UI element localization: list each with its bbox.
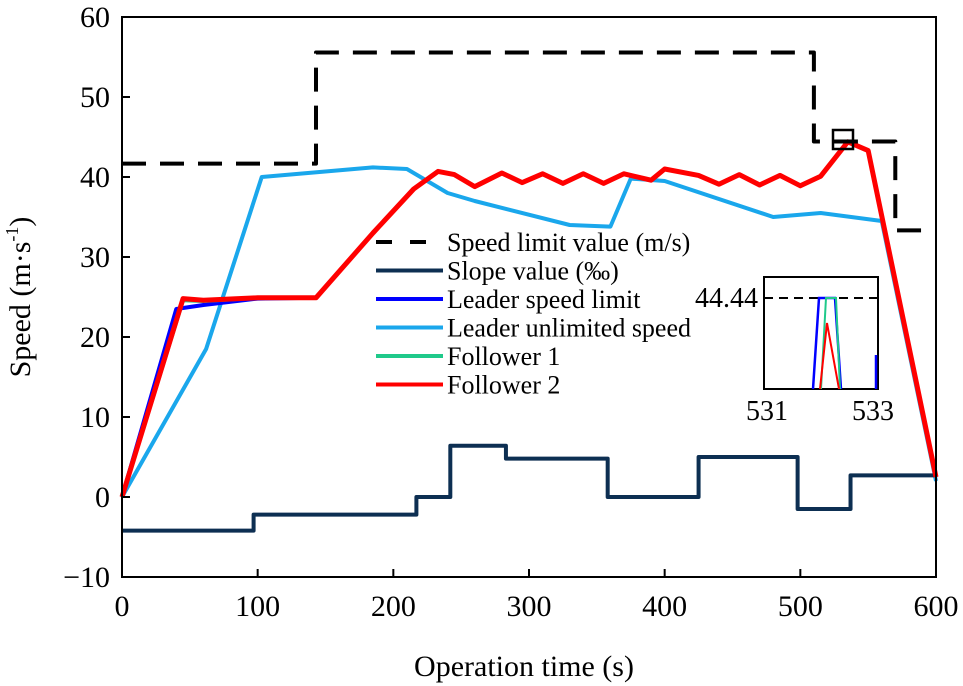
x-tick-label: 100 xyxy=(235,590,280,623)
x-tick-label: 500 xyxy=(778,590,823,623)
inset-xtick-label-1: 533 xyxy=(852,396,894,427)
legend-label: Leader speed limit xyxy=(447,285,641,314)
y-tick-label: 20 xyxy=(80,321,110,354)
legend-label: Follower 1 xyxy=(447,342,560,371)
y-axis-label: Speed (m·s-1) xyxy=(2,217,37,378)
y-tick-label: 10 xyxy=(80,401,110,434)
x-tick-label: 200 xyxy=(371,590,416,623)
zoom-marker xyxy=(831,128,855,151)
y-tick-label: 60 xyxy=(80,1,110,34)
inset-follower1-line xyxy=(820,297,841,390)
x-tick-label: 600 xyxy=(914,590,959,623)
inset-xtick-label-0: 531 xyxy=(746,396,788,427)
inset-follower2-line xyxy=(819,322,840,390)
x-tick-label: 400 xyxy=(642,590,687,623)
series-line-leader-unlimited-speed xyxy=(120,165,938,498)
y-tick-label: 0 xyxy=(95,481,110,514)
y-tick-label: 50 xyxy=(80,81,110,114)
legend-label: Slope value (‰) xyxy=(447,257,619,286)
y-tick-label: −10 xyxy=(63,561,110,594)
series-line-slope-value- xyxy=(122,443,936,533)
series-line-speed-limit-value-m-s- xyxy=(122,50,936,233)
legend-label: Speed limit value (m/s) xyxy=(447,228,690,257)
series-line-follower-2 xyxy=(119,139,939,498)
y-tick-label: 40 xyxy=(80,161,110,194)
legend-label: Follower 2 xyxy=(447,371,560,400)
x-axis-label: Operation time (s) xyxy=(414,650,634,683)
y-tick-label: 30 xyxy=(80,241,110,274)
x-tick-label: 0 xyxy=(115,590,130,623)
legend-label: Leader unlimited speed xyxy=(447,314,691,343)
inset-ytick-label: 44.44 xyxy=(695,283,758,314)
inset-zoom: 44.44 531 533 xyxy=(695,276,894,427)
x-tick-label: 300 xyxy=(507,590,552,623)
